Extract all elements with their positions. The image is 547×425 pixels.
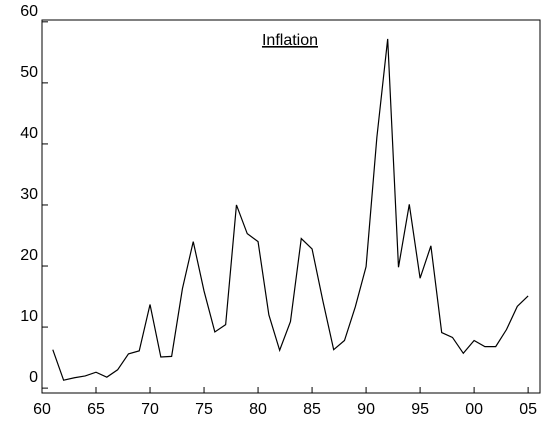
x-tick-label: 85 bbox=[303, 401, 321, 418]
y-tick-label: 20 bbox=[20, 247, 38, 264]
y-tick-label: 30 bbox=[20, 186, 38, 203]
x-tick-label: 00 bbox=[465, 401, 483, 418]
line-series bbox=[52, 38, 529, 381]
chart-title: Inflation bbox=[262, 32, 318, 49]
x-tick-label: 70 bbox=[141, 401, 159, 418]
x-tick-label: 65 bbox=[87, 401, 105, 418]
y-tick-label: 50 bbox=[20, 64, 38, 81]
y-tick-label: 40 bbox=[20, 125, 38, 142]
y-tick-label: 10 bbox=[20, 308, 38, 325]
x-tick-label: 80 bbox=[249, 401, 267, 418]
x-tick-label: 75 bbox=[195, 401, 213, 418]
y-tick-label: 0 bbox=[29, 369, 38, 386]
x-tick-label: 95 bbox=[411, 401, 429, 418]
x-tick-label: 60 bbox=[33, 401, 51, 418]
plot-frame bbox=[41, 19, 541, 394]
x-tick-label: 05 bbox=[519, 401, 537, 418]
y-tick-label: 60 bbox=[20, 3, 38, 20]
x-tick-label: 90 bbox=[357, 401, 375, 418]
